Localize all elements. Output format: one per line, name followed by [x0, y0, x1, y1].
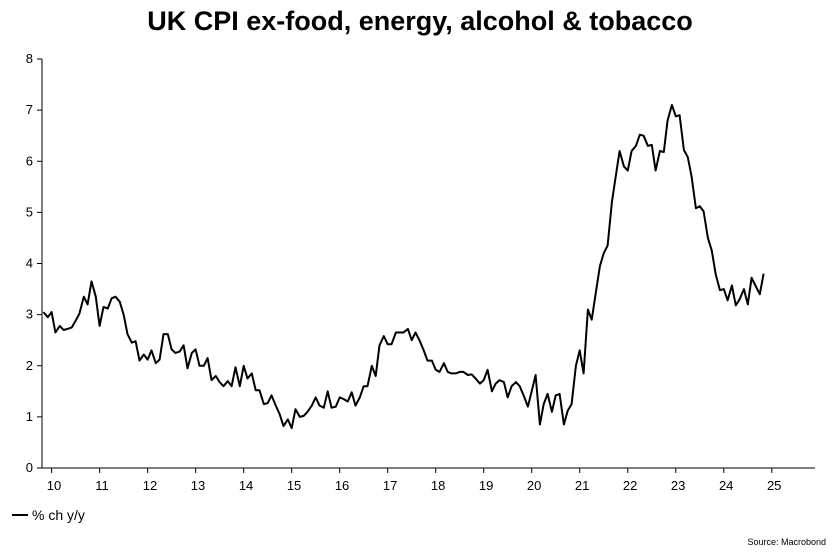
x-tick-label: 14 — [239, 478, 253, 493]
x-tick-label: 20 — [527, 478, 541, 493]
x-tick-label: 16 — [335, 478, 349, 493]
y-tick-label: 0 — [26, 460, 33, 475]
y-tick-label: 6 — [26, 153, 33, 168]
legend-label: % ch y/y — [32, 507, 85, 523]
x-tick-label: 23 — [671, 478, 685, 493]
x-tick-label: 18 — [431, 478, 445, 493]
x-tick-label: 25 — [767, 478, 781, 493]
source-note: Source: Macrobond — [747, 537, 826, 547]
y-tick-label: 7 — [26, 102, 33, 117]
x-tick-label: 12 — [143, 478, 157, 493]
chart-title: UK CPI ex-food, energy, alcohol & tobacc… — [147, 6, 693, 36]
x-tick-label: 17 — [383, 478, 397, 493]
chart-legend: % ch y/y — [12, 507, 85, 523]
series-line — [42, 104, 765, 430]
x-tick-label: 19 — [479, 478, 493, 493]
chart-series — [42, 104, 765, 430]
y-tick-label: 4 — [26, 256, 33, 271]
x-tick-label: 10 — [47, 478, 61, 493]
y-tick-label: 1 — [26, 409, 33, 424]
y-tick-label: 8 — [26, 51, 33, 66]
y-tick-label: 5 — [26, 204, 33, 219]
legend-line-swatch — [12, 514, 28, 516]
x-tick-label: 11 — [95, 478, 109, 493]
x-tick-label: 21 — [575, 478, 589, 493]
x-axis-ticks: 10 11 12 13 14 15 16 17 18 19 20 21 22 23 24 25 — [47, 468, 781, 493]
y-axis-ticks: 0 1 2 3 4 5 6 7 8 — [26, 51, 42, 475]
x-tick-label: 24 — [719, 478, 733, 493]
y-tick-label: 3 — [26, 307, 33, 322]
x-tick-label: 22 — [623, 478, 637, 493]
x-tick-label: 15 — [287, 478, 301, 493]
x-tick-label: 13 — [191, 478, 205, 493]
chart-axes — [41, 59, 815, 469]
y-tick-label: 2 — [26, 358, 33, 373]
